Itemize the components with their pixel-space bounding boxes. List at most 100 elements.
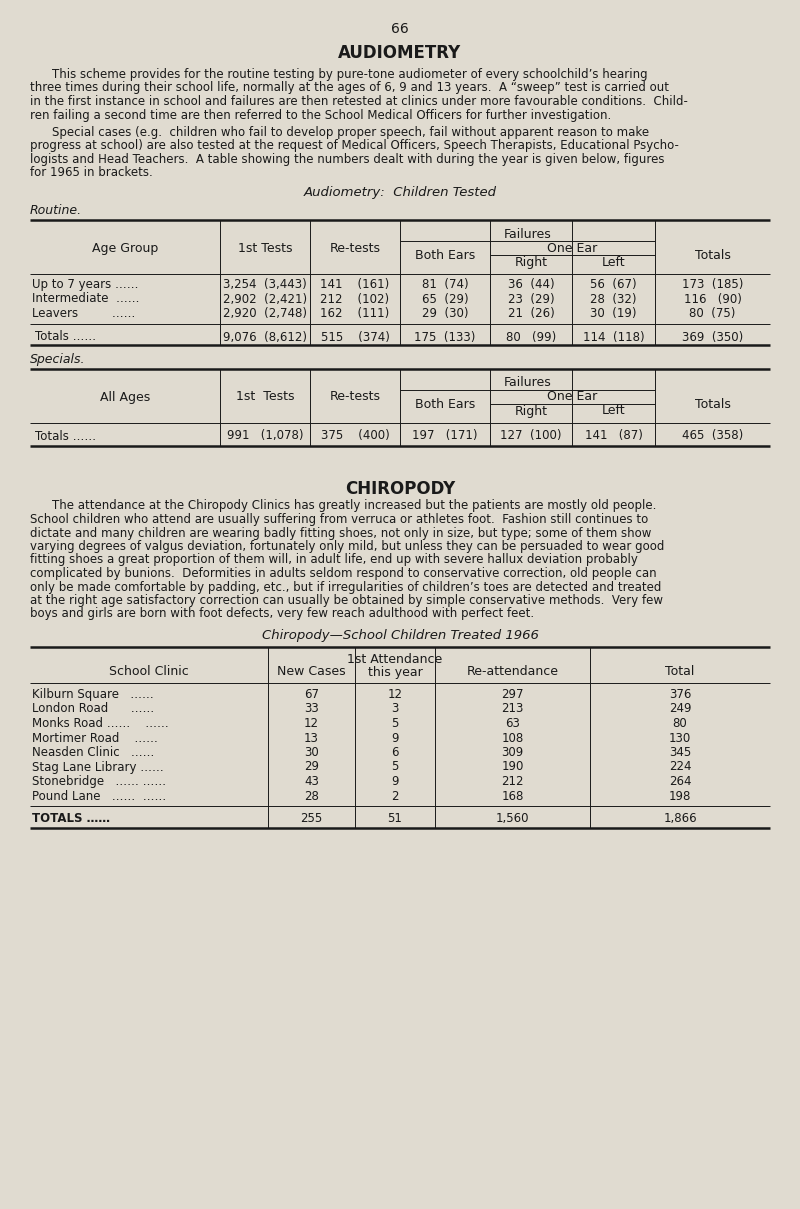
Text: The attendance at the Chiropody Clinics has greatly increased but the patients a: The attendance at the Chiropody Clinics … [52, 499, 656, 513]
Text: 1st Tests: 1st Tests [238, 242, 292, 255]
Text: 212    (102): 212 (102) [321, 293, 390, 306]
Text: ren failing a second time are then referred to the School Medical Officers for f: ren failing a second time are then refer… [30, 109, 611, 121]
Text: 65  (29): 65 (29) [422, 293, 468, 306]
Text: Pound Lane   ……  ……: Pound Lane …… …… [32, 789, 166, 803]
Text: Total: Total [666, 665, 694, 678]
Text: Re-tests: Re-tests [330, 242, 381, 255]
Text: 515    (374): 515 (374) [321, 330, 390, 343]
Text: 12: 12 [304, 717, 319, 730]
Text: 5: 5 [391, 717, 398, 730]
Text: School children who attend are usually suffering from verruca or athletes foot. : School children who attend are usually s… [30, 513, 648, 526]
Text: 376: 376 [669, 688, 691, 701]
Text: 198: 198 [669, 789, 691, 803]
Text: TOTALS ……: TOTALS …… [32, 812, 110, 825]
Text: 116   (90): 116 (90) [683, 293, 742, 306]
Text: 297: 297 [502, 688, 524, 701]
Text: Special cases (e.g.  children who fail to develop proper speech, fail without ap: Special cases (e.g. children who fail to… [52, 126, 649, 139]
Text: boys and girls are born with foot defects, very few reach adulthood with perfect: boys and girls are born with foot defect… [30, 607, 534, 620]
Text: Failures: Failures [504, 229, 551, 241]
Text: three times during their school life, normally at the ages of 6, 9 and 13 years.: three times during their school life, no… [30, 81, 669, 94]
Text: 1,560: 1,560 [496, 812, 530, 825]
Text: Right: Right [514, 256, 547, 268]
Text: Both Ears: Both Ears [415, 398, 475, 411]
Text: 36  (44): 36 (44) [508, 278, 554, 291]
Text: Stonebridge   …… ……: Stonebridge …… …… [32, 775, 166, 788]
Text: 127  (100): 127 (100) [500, 429, 562, 442]
Text: 67: 67 [304, 688, 319, 701]
Text: One Ear: One Ear [547, 391, 598, 404]
Text: 2: 2 [391, 789, 398, 803]
Text: 28  (32): 28 (32) [590, 293, 637, 306]
Text: only be made comfortable by padding, etc., but if irregularities of children’s t: only be made comfortable by padding, etc… [30, 580, 662, 594]
Text: 212: 212 [502, 775, 524, 788]
Text: 190: 190 [502, 760, 524, 774]
Text: 12: 12 [387, 688, 402, 701]
Text: at the right age satisfactory correction can usually be obtained by simple conse: at the right age satisfactory correction… [30, 594, 663, 607]
Text: 1st Attendance: 1st Attendance [347, 653, 442, 666]
Text: This scheme provides for the routine testing by pure-tone audiometer of every sc: This scheme provides for the routine tes… [52, 68, 648, 81]
Text: logists and Head Teachers.  A table showing the numbers dealt with during the ye: logists and Head Teachers. A table showi… [30, 154, 665, 166]
Text: 51: 51 [387, 812, 402, 825]
Text: Age Group: Age Group [92, 242, 158, 255]
Text: 9,076  (8,612): 9,076 (8,612) [223, 330, 307, 343]
Text: 2,902  (2,421): 2,902 (2,421) [223, 293, 307, 306]
Text: Left: Left [602, 405, 626, 417]
Text: 80: 80 [673, 717, 687, 730]
Text: 33: 33 [304, 702, 319, 716]
Text: 162    (111): 162 (111) [320, 307, 390, 320]
Text: 1st  Tests: 1st Tests [236, 391, 294, 404]
Text: All Ages: All Ages [100, 391, 150, 404]
Text: this year: this year [368, 666, 422, 679]
Text: 130: 130 [669, 731, 691, 745]
Text: Neasden Clinic   ……: Neasden Clinic …… [32, 746, 154, 759]
Text: London Road      ……: London Road …… [32, 702, 154, 716]
Text: Stag Lane Library ……: Stag Lane Library …… [32, 760, 164, 774]
Text: 309: 309 [502, 746, 524, 759]
Text: in the first instance in school and failures are then retested at clinics under : in the first instance in school and fail… [30, 96, 688, 108]
Text: Re-attendance: Re-attendance [466, 665, 558, 678]
Text: AUDIOMETRY: AUDIOMETRY [338, 44, 462, 62]
Text: fitting shoes a great proportion of them will, in adult life, end up with severe: fitting shoes a great proportion of them… [30, 554, 638, 567]
Text: Totals ……: Totals …… [35, 330, 96, 343]
Text: 369  (350): 369 (350) [682, 330, 743, 343]
Text: 81  (74): 81 (74) [422, 278, 468, 291]
Text: 3,254  (3,443): 3,254 (3,443) [223, 278, 307, 291]
Text: 264: 264 [669, 775, 691, 788]
Text: 13: 13 [304, 731, 319, 745]
Text: varying degrees of valgus deviation, fortunately only mild, but unless they can : varying degrees of valgus deviation, for… [30, 540, 664, 553]
Text: 30: 30 [304, 746, 319, 759]
Text: 249: 249 [669, 702, 691, 716]
Text: Audiometry:  Children Tested: Audiometry: Children Tested [303, 186, 497, 199]
Text: for 1965 in brackets.: for 1965 in brackets. [30, 167, 153, 179]
Text: 175  (133): 175 (133) [414, 330, 476, 343]
Text: 29: 29 [304, 760, 319, 774]
Text: 108: 108 [502, 731, 524, 745]
Text: complicated by bunions.  Deformities in adults seldom respond to conservative co: complicated by bunions. Deformities in a… [30, 567, 657, 580]
Text: Monks Road ……    ……: Monks Road …… …… [32, 717, 169, 730]
Text: 991   (1,078): 991 (1,078) [226, 429, 303, 442]
Text: 141   (87): 141 (87) [585, 429, 642, 442]
Text: 9: 9 [391, 775, 398, 788]
Text: 141    (161): 141 (161) [320, 278, 390, 291]
Text: 28: 28 [304, 789, 319, 803]
Text: School Clinic: School Clinic [109, 665, 189, 678]
Text: Left: Left [602, 256, 626, 268]
Text: 63: 63 [505, 717, 520, 730]
Text: New Cases: New Cases [277, 665, 346, 678]
Text: 2,920  (2,748): 2,920 (2,748) [223, 307, 307, 320]
Text: 197   (171): 197 (171) [412, 429, 478, 442]
Text: Up to 7 years ……: Up to 7 years …… [32, 278, 138, 291]
Text: 21  (26): 21 (26) [508, 307, 554, 320]
Text: 80   (99): 80 (99) [506, 330, 556, 343]
Text: 29  (30): 29 (30) [422, 307, 468, 320]
Text: Intermediate  ……: Intermediate …… [32, 293, 139, 306]
Text: 345: 345 [669, 746, 691, 759]
Text: Mortimer Road    ……: Mortimer Road …… [32, 731, 158, 745]
Text: dictate and many children are wearing badly fitting shoes, not only in size, but: dictate and many children are wearing ba… [30, 526, 651, 539]
Text: Leavers         ……: Leavers …… [32, 307, 135, 320]
Text: 23  (29): 23 (29) [508, 293, 554, 306]
Text: Totals: Totals [694, 249, 730, 262]
Text: 6: 6 [391, 746, 398, 759]
Text: Failures: Failures [504, 376, 551, 389]
Text: Specials.: Specials. [30, 353, 86, 365]
